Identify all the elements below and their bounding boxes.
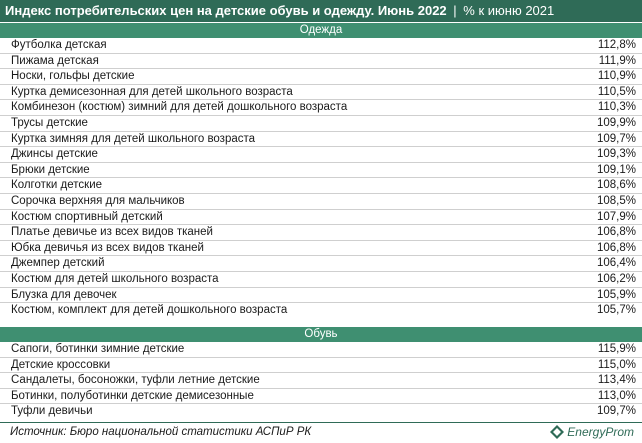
row-label: Юбка девичья из всех видов тканей [11, 241, 204, 254]
row-value: 109,1% [596, 163, 636, 176]
table-row: Платье девичье из всех видов тканей 106,8… [0, 225, 642, 241]
table-row: Куртка демисезонная для детей школьного … [0, 85, 642, 101]
row-label: Колготки детские [11, 179, 103, 192]
footer-divider [0, 422, 642, 423]
row-label: Ботинки, полуботинки детские демисезонны… [11, 389, 254, 402]
table-row: Детские кроссовки 115,0% [0, 358, 642, 374]
title-main: Индекс потребительских цен на детские об… [5, 3, 447, 18]
row-label: Туфли девичьи [11, 405, 93, 418]
row-label: Джинсы детские [11, 148, 98, 161]
title-separator: | [453, 3, 457, 18]
row-label: Куртка зимняя для детей школьного возрас… [11, 132, 256, 145]
row-value: 109,7% [596, 405, 636, 418]
shoes-table: Сапоги, ботинки зимние детские 115,9% Детс… [0, 342, 642, 420]
table-row: Туфли девичьи 109,7% [0, 404, 642, 420]
row-value: 108,6% [596, 179, 636, 192]
row-value: 115,0% [597, 358, 636, 371]
row-label: Брюки детские [11, 163, 90, 176]
row-label: Сапоги, ботинки зимние детские [11, 343, 185, 355]
row-label: Сорочка верхняя для мальчиков [11, 194, 185, 207]
table-row: Ботинки, полуботинки детские демисезонны… [0, 389, 642, 405]
row-value: 111,9% [598, 54, 636, 67]
row-label: Куртка демисезонная для детей школьного … [11, 85, 293, 98]
row-label: Блузка для девочек [11, 288, 117, 301]
row-value: 113,4% [597, 374, 636, 387]
title-sub: % к июню 2021 [463, 3, 555, 18]
row-label: Трусы детские [11, 116, 88, 129]
row-label: Носки, гольфы детские [11, 70, 135, 83]
logo-text: EnergyProm [567, 425, 634, 439]
row-value: 110,5% [597, 85, 636, 98]
row-value: 110,9% [597, 70, 636, 83]
table-row: Сапоги, ботинки зимние детские 115,9% [0, 342, 642, 358]
title-bar: Индекс потребительских цен на детские об… [0, 0, 642, 22]
table-row: Юбка девичья из всех видов тканей 106,8% [0, 241, 642, 257]
row-value: 109,7% [596, 132, 636, 145]
table-row: Носки, гольфы детские 110,9% [0, 69, 642, 85]
table-row: Куртка зимняя для детей школьного возрас… [0, 132, 642, 148]
table-row: Комбинезон (костюм) зимний для детей дош… [0, 100, 642, 116]
row-value: 112,8% [597, 39, 636, 51]
row-label: Костюм, комплект для детей дошкольного в… [11, 304, 288, 317]
row-value: 107,9% [596, 210, 636, 223]
row-label: Футболка детская [11, 39, 107, 51]
table-row: Пижама детская 111,9% [0, 54, 642, 70]
row-label: Костюм для детей школьного возраста [11, 272, 219, 285]
table-row: Костюм для детей школьного возраста 106,2… [0, 272, 642, 288]
row-label: Пижама детская [11, 54, 99, 67]
table-row: Костюм спортивный детский 107,9% [0, 210, 642, 226]
table-row: Джемпер детский 106,4% [0, 256, 642, 272]
row-label: Детские кроссовки [11, 358, 111, 371]
table-row: Сорочка верхняя для мальчиков 108,5% [0, 194, 642, 210]
energyprom-logo-icon [550, 425, 565, 439]
section-header-shoes: Обувь [0, 327, 642, 342]
row-value: 105,7% [596, 304, 636, 317]
table-row: Колготки детские 108,6% [0, 178, 642, 194]
table-row: Костюм, комплект для детей дошкольного в… [0, 303, 642, 319]
clothing-table: Футболка детская 112,8% Пижама детская 111,… [0, 38, 642, 319]
table-row: Трусы детские 109,9% [0, 116, 642, 132]
row-value: 106,8% [596, 226, 636, 239]
row-label: Костюм спортивный детский [11, 210, 163, 223]
table-row: Джинсы детские 109,3% [0, 147, 642, 163]
table-row: Сандалеты, босоножки, туфли летние детск… [0, 373, 642, 389]
table-row: Брюки детские 109,1% [0, 163, 642, 179]
row-value: 106,4% [596, 257, 636, 270]
row-label: Джемпер детский [11, 257, 105, 270]
table-row: Блузка для девочек 105,9% [0, 288, 642, 304]
row-label: Платье девичье из всех видов тканей [11, 226, 213, 239]
row-value: 113,0% [597, 389, 636, 402]
row-label: Сандалеты, босоножки, туфли летние детск… [11, 374, 260, 387]
row-value: 108,5% [596, 194, 636, 207]
energyprom-logo: EnergyProm [550, 424, 634, 440]
row-value: 106,2% [596, 272, 636, 285]
row-label: Комбинезон (костюм) зимний для детей дош… [11, 101, 348, 114]
section-header-clothing: Одежда [0, 23, 642, 38]
source-text: Источник: Бюро национальной статистики А… [10, 426, 312, 438]
row-value: 115,9% [597, 343, 636, 355]
row-value: 110,3% [597, 101, 636, 114]
row-value: 109,9% [596, 116, 636, 129]
row-value: 105,9% [596, 288, 636, 301]
table-row: Футболка детская 112,8% [0, 38, 642, 54]
row-value: 109,3% [596, 148, 636, 161]
row-value: 106,8% [596, 241, 636, 254]
